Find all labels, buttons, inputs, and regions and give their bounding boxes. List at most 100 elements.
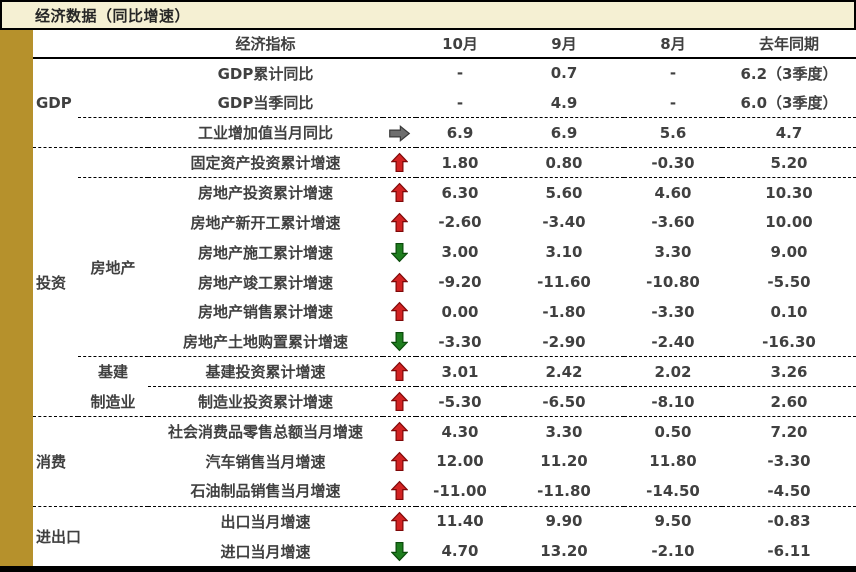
value-cell: -10.80 <box>646 273 700 292</box>
value-cell: 9.90 <box>504 505 624 536</box>
subcategory-cell <box>78 88 148 118</box>
table-row: 工业增加值当月同比 6.9 6.9 5.6 4.7 <box>33 117 856 148</box>
table-row: 进出口 出口当月增速 11.40 9.90 9.50 -0.83 <box>33 505 856 566</box>
value-cell: 3.01 <box>416 356 504 387</box>
indicator-cell: 房地产新开工累计增速 <box>190 213 341 232</box>
column-header-sep: 9月 <box>504 30 624 59</box>
up-arrow-icon <box>391 391 408 412</box>
subcategory-cell <box>78 147 148 178</box>
value-cell: -3.40 <box>542 213 586 232</box>
header-spacer-subcategory <box>78 30 148 59</box>
value-cell: 9.00 <box>770 243 808 262</box>
value-cell: -11.60 <box>537 273 591 292</box>
value-cell: -2.60 <box>438 213 482 232</box>
down-arrow-icon <box>391 332 408 352</box>
value-cell: - <box>456 64 464 83</box>
up-arrow-icon <box>391 361 408 382</box>
value-cell: 0.80 <box>504 147 624 178</box>
value-cell: 0.10 <box>770 302 808 321</box>
value-cell: - <box>669 64 677 83</box>
indicator-cell: 社会消费品零售总额当月增速 <box>148 416 383 447</box>
value-cell: 5.6 <box>624 117 722 148</box>
table-row: 房地产 房地产投资累计增速 6.30 5.60 4.60 10.30 <box>33 176 856 357</box>
value-cell: 2.60 <box>722 386 856 417</box>
trend-arrow-cell <box>383 117 416 148</box>
trend-arrow-cell <box>383 177 416 208</box>
trend-arrow-cell <box>383 297 416 327</box>
value-cell: 11.80 <box>649 452 697 471</box>
value-cell: 0.7 <box>550 64 578 83</box>
table-row: 房地产施工累计增速 3.00 3.10 3.30 9.00 <box>33 237 856 267</box>
value-cell: -6.50 <box>504 386 624 417</box>
up-arrow-icon <box>391 451 408 471</box>
value-cell: -14.50 <box>646 481 700 500</box>
indicator-cell: 房地产施工累计增速 <box>197 243 333 262</box>
table-body-wrap: 经济指标 10月 9月 8月 去年同期 GDP GDP累计同比 - 0.7 - 6.2（3… <box>0 30 856 566</box>
up-arrow-icon <box>391 212 408 232</box>
value-cell: - <box>456 93 464 112</box>
table-row: 制造业 制造业投资累计增速 -5.30 -6.50 -8.10 2.60 <box>33 386 856 417</box>
trend-arrow-cell <box>383 147 416 178</box>
indicator-cell: 房地产销售累计增速 <box>197 303 333 322</box>
indicator-cell: GDP累计同比 <box>217 64 314 83</box>
value-cell: 3.30 <box>504 416 624 447</box>
column-header-prev-year: 去年同期 <box>722 30 856 59</box>
down-arrow-icon <box>391 541 408 561</box>
page-title: 经济数据（同比增速） <box>35 6 191 25</box>
indicator-cell: 石油制品销售当月增速 <box>190 482 341 501</box>
value-cell: -8.10 <box>624 386 722 417</box>
table-row: GDP当季同比 - 4.9 - 6.0（3季度） <box>33 88 856 118</box>
subcategory-cell: 制造业 <box>90 392 136 411</box>
trend-arrow-cell <box>383 88 416 118</box>
indicator-cell: 工业增加值当月同比 <box>148 117 383 148</box>
column-header-oct: 10月 <box>416 30 504 59</box>
value-cell: 12.00 <box>436 452 484 471</box>
table-row: 石油制品销售当月增速 -11.00 -11.80 -14.50 -4.50 <box>33 476 856 506</box>
indicator-cell: 进口当月增速 <box>220 542 311 561</box>
flat-arrow-icon <box>389 124 411 142</box>
indicator-cell: GDP当季同比 <box>217 94 314 113</box>
table-row: 基建 基建投资累计增速 3.01 2.42 2.02 3.26 <box>33 356 856 387</box>
category-cell: 投资 <box>33 147 78 417</box>
value-cell: -2.40 <box>651 332 695 351</box>
table-row: 投资 固定资产投资累计增速 1.80 0.80 -0.30 5.20 <box>33 147 856 417</box>
bottom-border <box>0 566 856 572</box>
value-cell: 5.20 <box>722 147 856 178</box>
value-cell: -1.80 <box>542 302 586 321</box>
value-cell: 4.30 <box>416 416 504 447</box>
value-cell: 4.70 <box>441 542 479 560</box>
indicator-cell: 房地产土地购置累计增速 <box>182 333 348 352</box>
subcategory-cell: 基建 <box>78 356 148 387</box>
up-arrow-icon <box>391 511 408 531</box>
trend-arrow-cell <box>383 356 416 387</box>
value-cell: 13.20 <box>540 542 588 560</box>
category-cell: GDP <box>36 94 72 113</box>
value-cell: 4.60 <box>624 177 722 208</box>
title-bar: 经济数据（同比增速） <box>0 0 856 30</box>
header-spacer-category <box>33 30 78 59</box>
value-cell: 6.9 <box>416 117 504 148</box>
value-cell: 10.30 <box>722 177 856 208</box>
trend-arrow-cell <box>383 237 416 267</box>
value-cell: 4.9 <box>550 93 578 112</box>
value-cell: 6.2（3季度） <box>740 64 838 83</box>
value-cell: -6.11 <box>767 542 811 560</box>
trend-arrow-cell <box>383 536 416 566</box>
value-cell: -11.00 <box>433 481 487 500</box>
value-cell: 3.10 <box>545 243 583 262</box>
value-cell: 4.7 <box>722 117 856 148</box>
value-cell: 0.00 <box>441 302 479 321</box>
value-cell: 0.50 <box>624 416 722 447</box>
value-cell: 6.9 <box>504 117 624 148</box>
trend-arrow-cell <box>383 386 416 417</box>
value-cell: -2.10 <box>651 542 695 560</box>
value-cell: -3.30 <box>438 332 482 351</box>
indicator-cell: 房地产投资累计增速 <box>148 177 383 208</box>
table-row: 汽车销售当月增速 12.00 11.20 11.80 -3.30 <box>33 446 856 476</box>
value-cell: -5.30 <box>416 386 504 417</box>
trend-arrow-cell <box>383 446 416 476</box>
value-cell: 11.20 <box>540 452 588 471</box>
up-arrow-icon <box>391 272 408 292</box>
table-row: 房地产竣工累计增速 -9.20 -11.60 -10.80 -5.50 <box>33 267 856 297</box>
